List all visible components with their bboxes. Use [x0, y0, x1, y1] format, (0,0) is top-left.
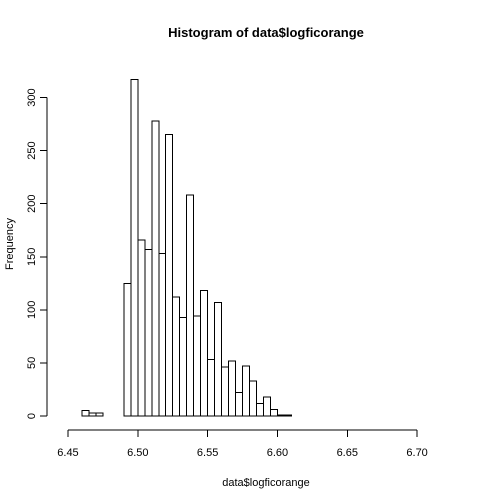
- y-tick-label: 50: [26, 357, 38, 369]
- bars-group: [81, 78, 292, 417]
- histogram-bar: [130, 78, 139, 417]
- x-tick-label: 6.50: [127, 447, 148, 459]
- histogram-bar: [262, 396, 271, 417]
- histogram-bar: [276, 414, 285, 417]
- y-tick-label: 300: [26, 88, 38, 106]
- histogram-bar: [283, 414, 292, 417]
- histogram-bar: [200, 290, 209, 417]
- histogram-bar: [151, 120, 160, 417]
- x-tick-label: 6.65: [337, 447, 358, 459]
- x-tick-label: 6.60: [267, 447, 288, 459]
- histogram-bar: [165, 134, 174, 417]
- histogram-bar: [186, 194, 195, 417]
- histogram-bar: [207, 359, 216, 417]
- histogram-bar: [81, 410, 90, 417]
- x-tick-label: 6.70: [406, 447, 427, 459]
- histogram-bar: [137, 239, 146, 417]
- histogram-bar: [269, 409, 278, 417]
- histogram-bar: [242, 365, 251, 417]
- y-axis-label: Frequency: [4, 218, 16, 270]
- y-tick-label: 200: [26, 195, 38, 213]
- y-tick-label: 100: [26, 301, 38, 319]
- histogram-bar: [172, 296, 181, 417]
- histogram-bar: [235, 392, 244, 417]
- histogram-bar: [249, 380, 258, 417]
- histogram-bar: [256, 402, 264, 417]
- chart-title: Histogram of data$logficorange: [168, 25, 364, 40]
- x-axis: 6.45 6.50 6.55 6.60 6.65 6.70: [57, 429, 428, 459]
- histogram-bar: [88, 412, 97, 417]
- histogram-bar: [179, 316, 188, 417]
- x-tick-label: 6.55: [197, 447, 218, 459]
- histogram-bar: [228, 360, 237, 417]
- histogram-bar: [144, 248, 153, 417]
- y-tick-label: 250: [26, 141, 38, 159]
- histogram-bar: [95, 412, 104, 417]
- histogram-bar: [214, 301, 223, 417]
- histogram-bar: [221, 366, 230, 417]
- y-tick-label: 150: [26, 248, 38, 266]
- y-axis: 0 50 100 150 200 250 300: [26, 88, 48, 419]
- histogram-bar: [123, 282, 132, 417]
- x-axis-label: data$logficorange: [222, 477, 309, 489]
- histogram-bar: [158, 253, 167, 417]
- histogram-bar: [193, 315, 202, 417]
- y-tick-label: 0: [26, 413, 38, 419]
- x-tick-label: 6.45: [57, 447, 78, 459]
